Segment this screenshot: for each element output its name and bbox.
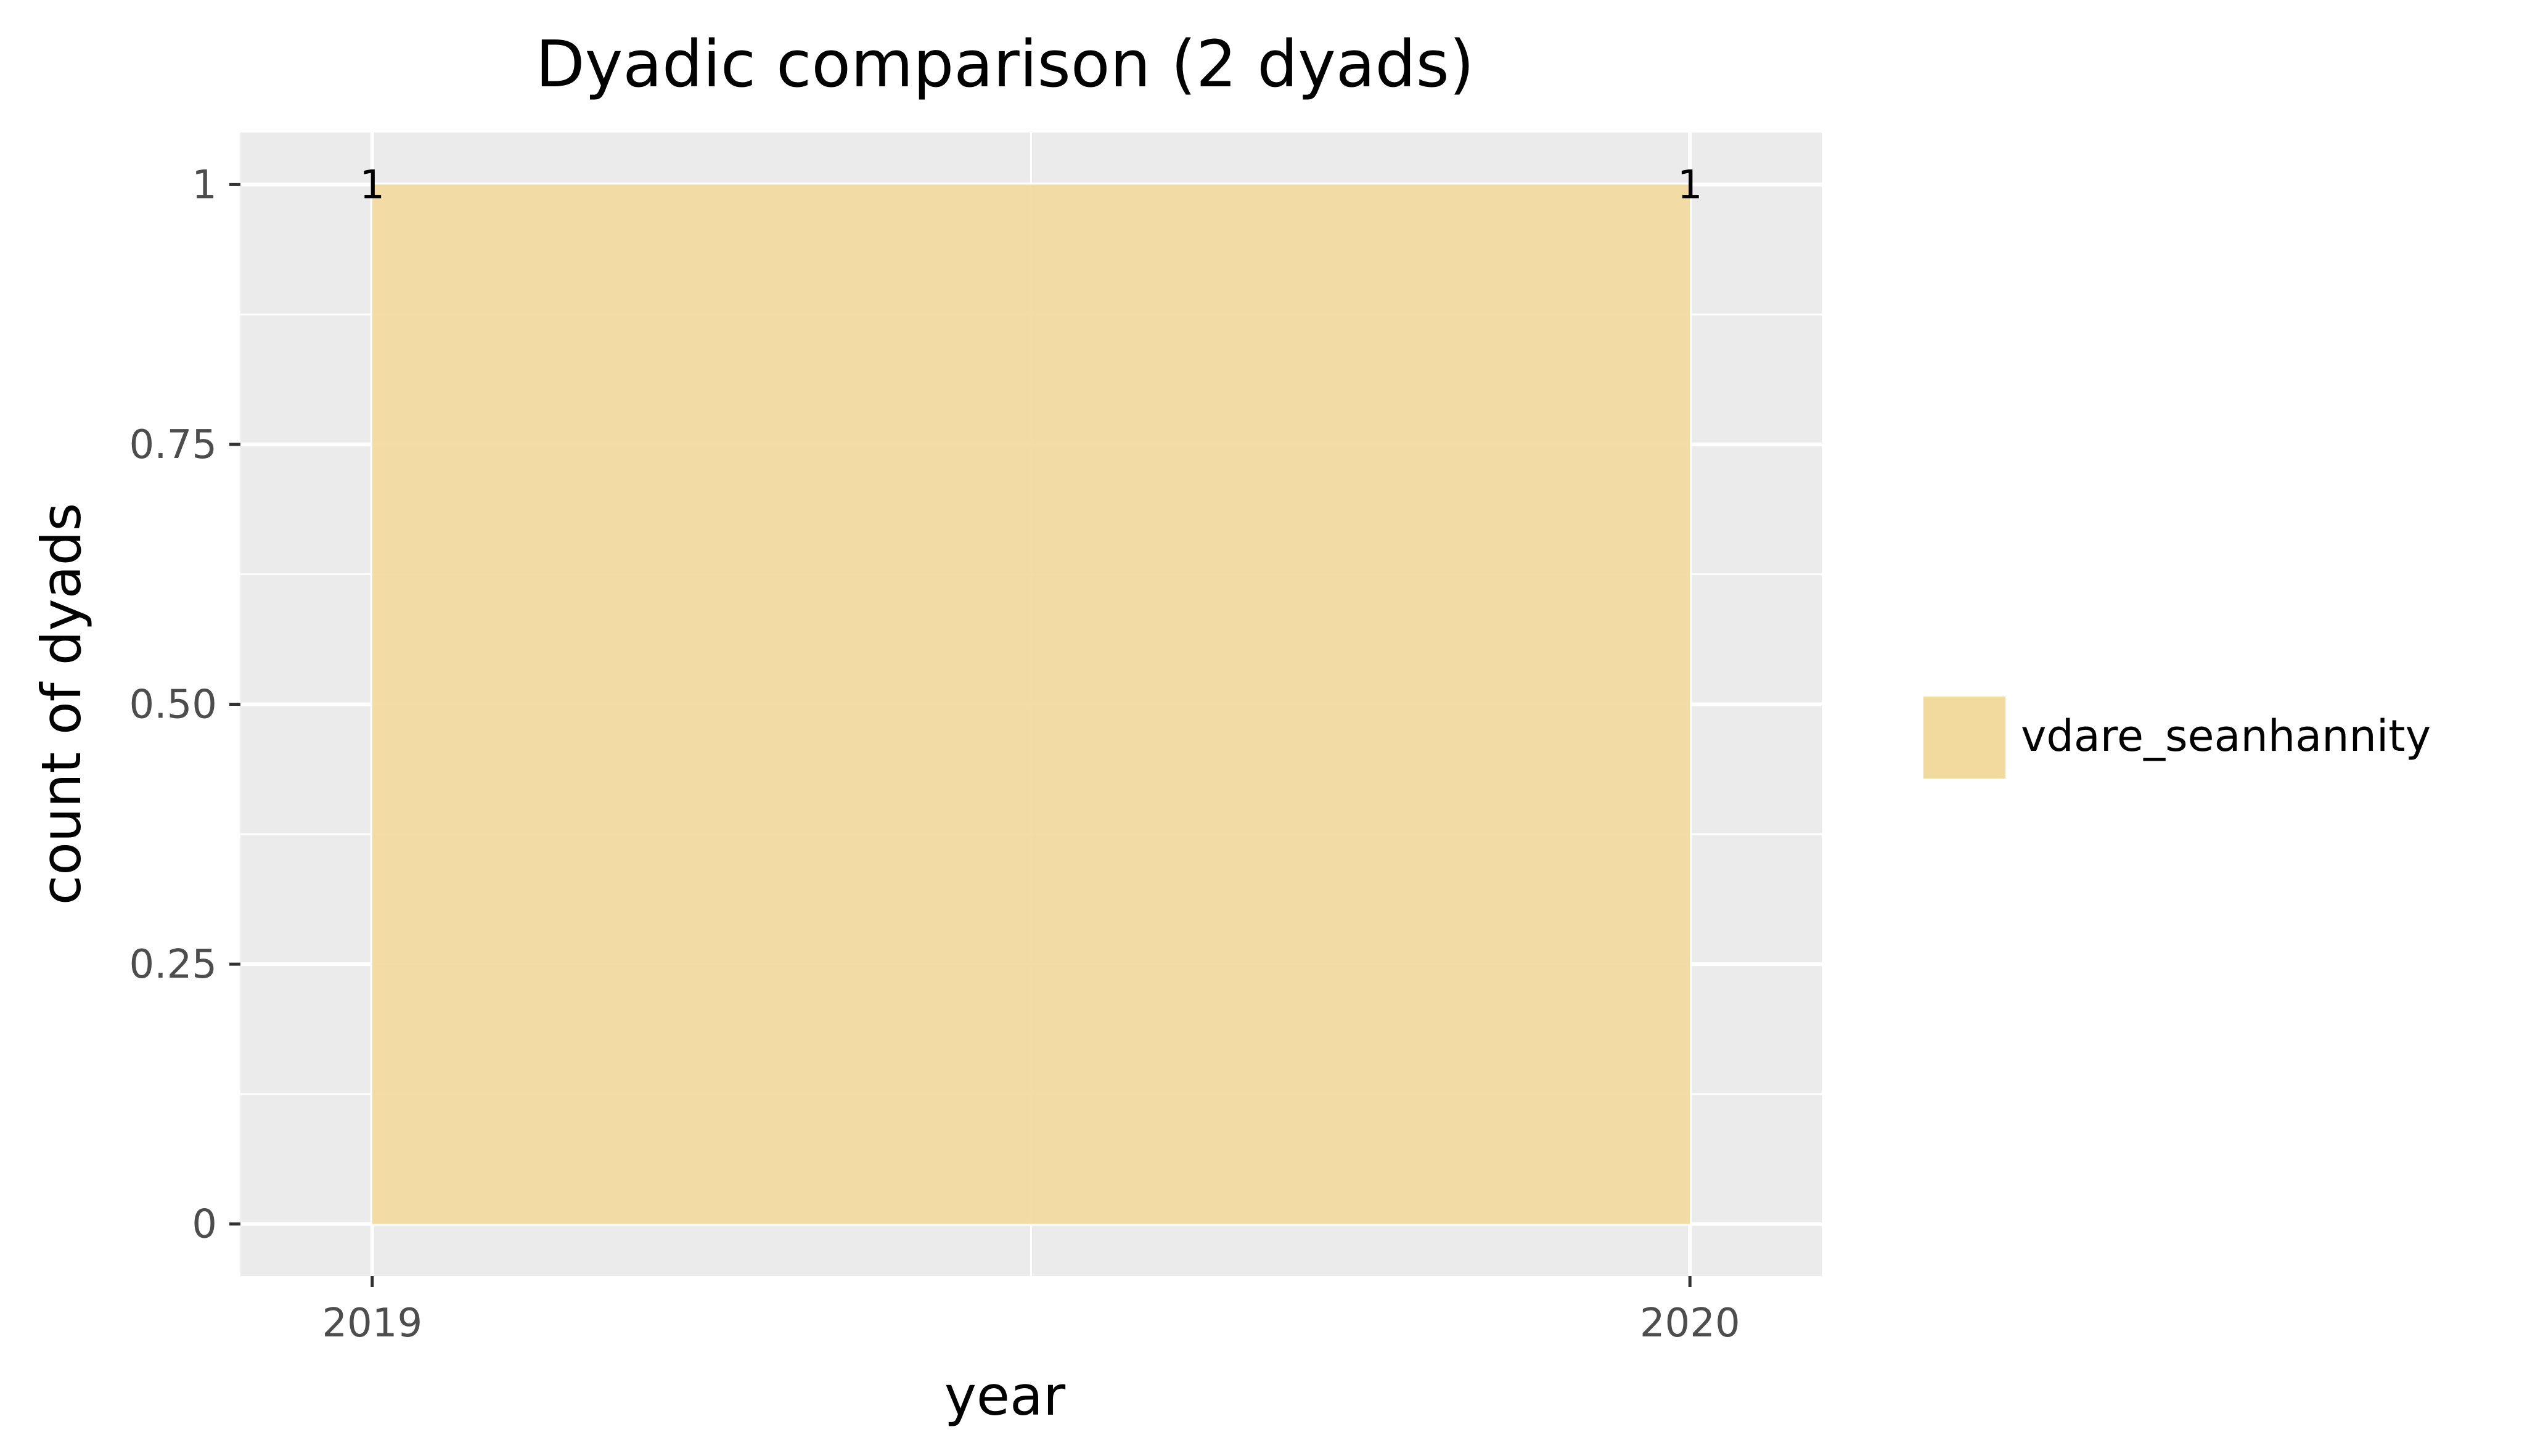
x-tick-label: 2020 <box>1640 1301 1740 1346</box>
area-series-vdare_seanhannity <box>372 184 1690 1224</box>
legend-label: vdare_seanhannity <box>2021 711 2431 761</box>
data-label: 1 <box>359 162 385 208</box>
y-tick-label: 0.50 <box>129 682 218 728</box>
y-axis: 0 0.25 0.50 0.75 1 <box>129 162 240 1248</box>
y-tick-label: 0.75 <box>129 422 218 468</box>
x-axis-title: year <box>944 1364 1066 1428</box>
x-tick-label: 2019 <box>322 1301 422 1346</box>
data-label: 1 <box>1677 162 1703 208</box>
legend: vdare_seanhannity <box>1923 697 2431 779</box>
y-tick-label: 0 <box>192 1202 217 1248</box>
chart-title: Dyadic comparison (2 dyads) <box>536 27 1475 102</box>
y-tick-label: 0.25 <box>129 942 218 988</box>
x-axis: 2019 2020 <box>322 1276 1740 1346</box>
area-layer <box>372 184 1690 1224</box>
y-tick-label: 1 <box>192 162 217 208</box>
legend-key <box>1923 697 2005 779</box>
y-axis-title: count of dyads <box>30 503 93 906</box>
